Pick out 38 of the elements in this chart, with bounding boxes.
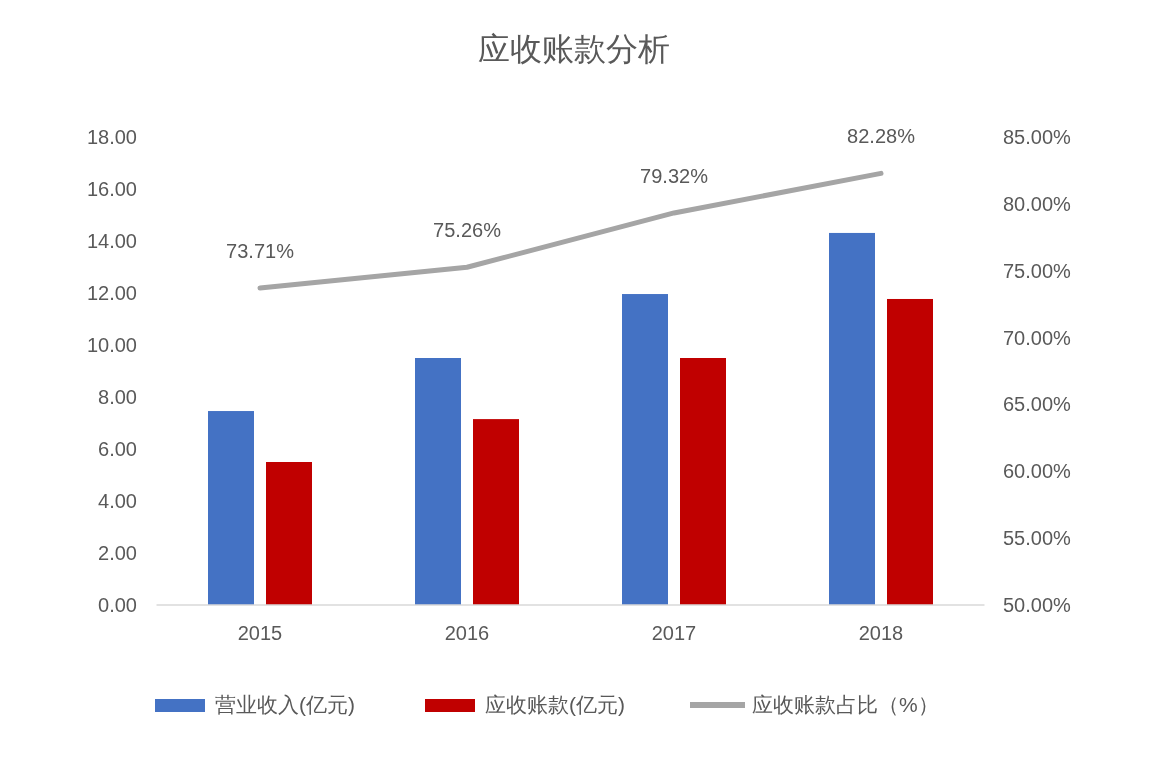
y2-tick-label: 75.00%: [1003, 259, 1072, 282]
x-tick-label: 2015: [237, 622, 283, 644]
y2-tick-label: 85.00%: [1003, 126, 1072, 148]
legend-label: 营业收入(亿元): [215, 693, 355, 717]
legend-label: 应收账款占比（%）: [752, 693, 939, 717]
bar: [266, 462, 312, 605]
y-tick-label: 6.00: [98, 438, 137, 460]
bar: [473, 419, 519, 605]
y2-tick-label: 50.00%: [1003, 594, 1072, 616]
data-label: 82.28%: [847, 125, 916, 148]
y-tick-label: 18.00: [86, 126, 137, 148]
chart-title: 应收账款分析: [477, 31, 670, 67]
bar: [208, 411, 254, 605]
y2-tick-label: 55.00%: [1003, 527, 1072, 550]
y-tick-label: 14.00: [86, 230, 137, 252]
x-tick-label: 2017: [651, 622, 697, 644]
y-tick-label: 8.00: [98, 386, 137, 408]
bar: [829, 232, 875, 605]
bar: [680, 358, 726, 605]
x-tick-label: 2016: [444, 622, 490, 644]
legend-label: 应收账款(亿元): [485, 693, 625, 717]
bar: [622, 294, 668, 605]
y-tick-label: 2.00: [98, 542, 137, 564]
y2-tick-label: 60.00%: [1003, 460, 1072, 483]
data-label: 73.71%: [226, 239, 295, 262]
y-tick-label: 10.00: [86, 334, 137, 356]
y-tick-label: 12.00: [86, 282, 137, 304]
bar: [887, 298, 933, 605]
y-tick-label: 0.00: [98, 594, 137, 616]
y2-tick-label: 70.00%: [1003, 326, 1072, 349]
data-label: 79.32%: [640, 164, 709, 187]
y-tick-label: 4.00: [98, 490, 137, 512]
y-tick-label: 16.00: [86, 178, 137, 200]
x-tick-label: 2018: [858, 622, 904, 644]
data-label: 75.26%: [433, 219, 502, 242]
bar: [415, 358, 461, 605]
y2-tick-label: 80.00%: [1003, 192, 1072, 215]
y2-tick-label: 65.00%: [1003, 393, 1072, 416]
